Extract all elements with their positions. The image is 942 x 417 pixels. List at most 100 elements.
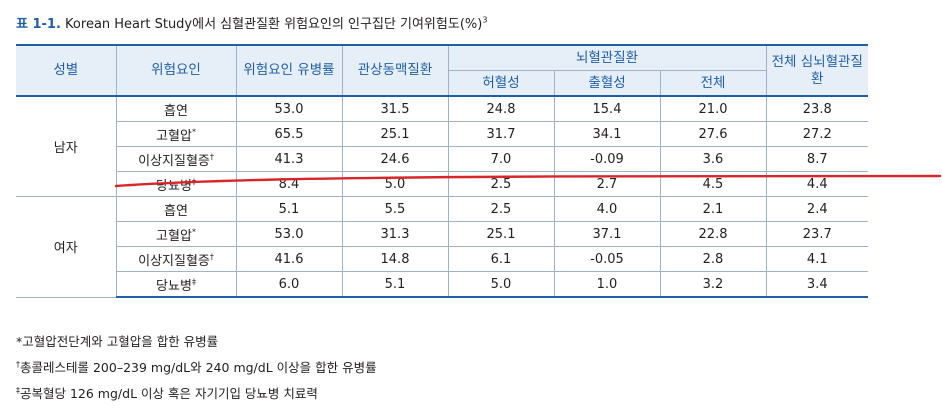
factor-label: 당뇨병 bbox=[156, 278, 192, 294]
ischemic-cell: 31.7 bbox=[447, 121, 555, 147]
prevalence-cell: 53.0 bbox=[235, 95, 343, 122]
prevalence-cell: 65.5 bbox=[235, 121, 343, 147]
ischemic-cell: 2.5 bbox=[447, 171, 555, 197]
factor-mark: † bbox=[209, 252, 214, 262]
coronary-cell: 31.5 bbox=[341, 95, 449, 122]
cv-total-cell: 3.2 bbox=[659, 271, 767, 298]
footnotes: *고혈압전단계와 고혈압을 합한 유병률 †총콜레스테롤 200–239 mg/… bbox=[16, 330, 377, 405]
footnote: ‡공복혈당 126 mg/dL 이상 혹은 자기기입 당뇨병 치료력 bbox=[16, 379, 377, 405]
factor-label: 이상지질혈증 bbox=[138, 153, 210, 169]
ischemic-cell: 5.0 bbox=[447, 271, 555, 298]
prevalence-cell: 41.6 bbox=[235, 246, 343, 272]
table-title: Korean Heart Study에서 심혈관질환 위험요인의 인구집단 기여… bbox=[60, 17, 483, 32]
ischemic-cell: 25.1 bbox=[447, 221, 555, 247]
prevalence-cell: 53.0 bbox=[235, 221, 343, 247]
hemorrhagic-cell: 34.1 bbox=[553, 121, 661, 147]
table-row: 여자 흡연 5.1 5.5 2.5 4.0 2.1 2.4 bbox=[16, 196, 869, 298]
factor-cell: 이상지질혈증† bbox=[116, 246, 237, 272]
hemorrhagic-cell: 37.1 bbox=[553, 221, 661, 247]
cv-total-cell: 27.6 bbox=[659, 121, 767, 147]
cv-total-cell: 4.5 bbox=[659, 171, 767, 197]
factor-cell: 당뇨병‡ bbox=[116, 171, 237, 197]
sex-cell: 남자 bbox=[16, 95, 117, 197]
header-prevalence: 위험요인 유병률 bbox=[235, 44, 343, 97]
total-cvd-cell: 27.2 bbox=[765, 121, 869, 147]
factor-mark: * bbox=[191, 227, 196, 237]
footnote-text: 총콜레스테롤 200–239 mg/dL와 240 mg/dL 이상을 합한 유… bbox=[20, 360, 377, 376]
ischemic-cell: 2.5 bbox=[447, 196, 555, 222]
footnote-text: 고혈압전단계와 고혈압을 합한 유병률 bbox=[22, 334, 219, 349]
cv-total-cell: 21.0 bbox=[659, 95, 767, 122]
factor-label: 이상지질혈증 bbox=[138, 253, 210, 269]
hemorrhagic-cell: -0.09 bbox=[553, 146, 661, 172]
header-cv-total: 전체 bbox=[659, 70, 767, 97]
coronary-cell: 31.3 bbox=[341, 221, 449, 247]
factor-cell: 흡연 bbox=[115, 196, 237, 222]
factor-cell: 고혈압* bbox=[116, 121, 237, 147]
header-hemorrhagic: 출혈성 bbox=[553, 70, 661, 97]
prevalence-cell: 41.3 bbox=[235, 146, 343, 172]
table-row: 당뇨병‡ 6.0 5.1 5.0 1.0 3.2 3.4 bbox=[16, 271, 869, 298]
hemorrhagic-cell: 1.0 bbox=[553, 271, 661, 298]
footnote-text: 공복혈당 126 mg/dL 이상 혹은 자기기입 당뇨병 치료력 bbox=[20, 386, 318, 402]
reference-mark: 3 bbox=[482, 15, 488, 25]
coronary-cell: 5.0 bbox=[341, 171, 449, 197]
table-row: 고혈압* 65.5 25.1 31.7 34.1 27.6 27.2 bbox=[16, 121, 869, 147]
prevalence-cell: 8.4 bbox=[235, 171, 343, 197]
factor-cell: 흡연 bbox=[115, 95, 237, 122]
table-body: 남자 흡연 53.0 31.5 24.8 15.4 21.0 23.8 고혈압*… bbox=[16, 95, 869, 298]
table-row: 고혈압* 53.0 31.3 25.1 37.1 22.8 23.7 bbox=[16, 221, 869, 247]
header-risk-factor: 위험요인 bbox=[115, 44, 237, 97]
footnote: *고혈압전단계와 고혈압을 합한 유병률 bbox=[16, 330, 377, 353]
header-coronary: 관상동맥질환 bbox=[341, 44, 449, 97]
coronary-cell: 25.1 bbox=[341, 121, 449, 147]
cv-total-cell: 3.6 bbox=[659, 146, 767, 172]
factor-label: 흡연 bbox=[164, 103, 188, 119]
cv-total-cell: 2.8 bbox=[659, 246, 767, 272]
risk-factor-table: 성별 위험요인 위험요인 유병률 관상동맥질환 뇌혈관질환 전체 심뇌혈관질환 … bbox=[16, 44, 869, 298]
cv-total-cell: 22.8 bbox=[659, 221, 767, 247]
factor-label: 흡연 bbox=[164, 203, 188, 219]
factor-label: 당뇨병 bbox=[156, 178, 192, 194]
coronary-cell: 5.1 bbox=[341, 271, 449, 298]
total-cvd-cell: 4.1 bbox=[765, 246, 869, 272]
ischemic-cell: 6.1 bbox=[447, 246, 555, 272]
factor-cell: 이상지질혈증† bbox=[116, 146, 237, 172]
footnote-mark: † bbox=[16, 360, 20, 369]
cv-total-cell: 2.1 bbox=[659, 196, 767, 222]
table-row: 이상지질혈증† 41.6 14.8 6.1 -0.05 2.8 4.1 bbox=[16, 246, 869, 272]
ischemic-cell: 24.8 bbox=[447, 95, 555, 122]
hemorrhagic-cell: -0.05 bbox=[553, 246, 661, 272]
total-cvd-cell: 3.4 bbox=[765, 271, 869, 298]
prevalence-cell: 6.0 bbox=[235, 271, 343, 298]
factor-cell: 고혈압* bbox=[116, 221, 237, 247]
factor-mark: ‡ bbox=[191, 277, 196, 287]
table-row: 남자 흡연 53.0 31.5 24.8 15.4 21.0 23.8 bbox=[16, 95, 869, 197]
footnote-mark: ‡ bbox=[16, 386, 20, 396]
total-cvd-cell: 23.8 bbox=[765, 95, 869, 122]
hemorrhagic-cell: 2.7 bbox=[553, 171, 661, 197]
factor-cell: 당뇨병‡ bbox=[116, 271, 237, 298]
factor-mark: † bbox=[209, 152, 214, 162]
hemorrhagic-cell: 15.4 bbox=[553, 95, 661, 122]
factor-label: 고혈압 bbox=[156, 228, 192, 244]
ischemic-cell: 7.0 bbox=[447, 146, 555, 172]
sex-cell: 여자 bbox=[16, 196, 117, 298]
factor-mark: ‡ bbox=[191, 177, 196, 187]
table-number: 표 1-1. bbox=[16, 17, 61, 32]
footnote: †총콜레스테롤 200–239 mg/dL와 240 mg/dL 이상을 합한 … bbox=[16, 353, 377, 379]
total-cvd-cell: 4.4 bbox=[765, 171, 869, 197]
prevalence-cell: 5.1 bbox=[235, 196, 343, 222]
header-ischemic: 허혈성 bbox=[448, 70, 555, 97]
factor-mark: * bbox=[191, 127, 196, 137]
header-cerebrovascular: 뇌혈관질환 bbox=[447, 44, 767, 71]
table-caption: 표 1-1. Korean Heart Study에서 심혈관질환 위험요인의 … bbox=[16, 13, 487, 32]
table-header: 성별 위험요인 위험요인 유병률 관상동맥질환 뇌혈관질환 전체 심뇌혈관질환 … bbox=[16, 44, 869, 97]
header-total-cvd: 전체 심뇌혈관질환 bbox=[765, 44, 869, 97]
coronary-cell: 24.6 bbox=[341, 146, 449, 172]
coronary-cell: 5.5 bbox=[341, 196, 449, 222]
total-cvd-cell: 2.4 bbox=[765, 196, 869, 222]
coronary-cell: 14.8 bbox=[341, 246, 449, 272]
header-sex: 성별 bbox=[16, 44, 117, 97]
footnote-mark: * bbox=[16, 334, 23, 349]
